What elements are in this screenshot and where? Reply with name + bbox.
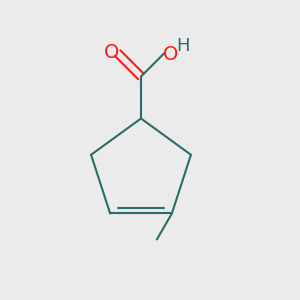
Text: H: H bbox=[176, 37, 190, 55]
Text: O: O bbox=[103, 43, 119, 62]
Text: O: O bbox=[163, 45, 178, 64]
